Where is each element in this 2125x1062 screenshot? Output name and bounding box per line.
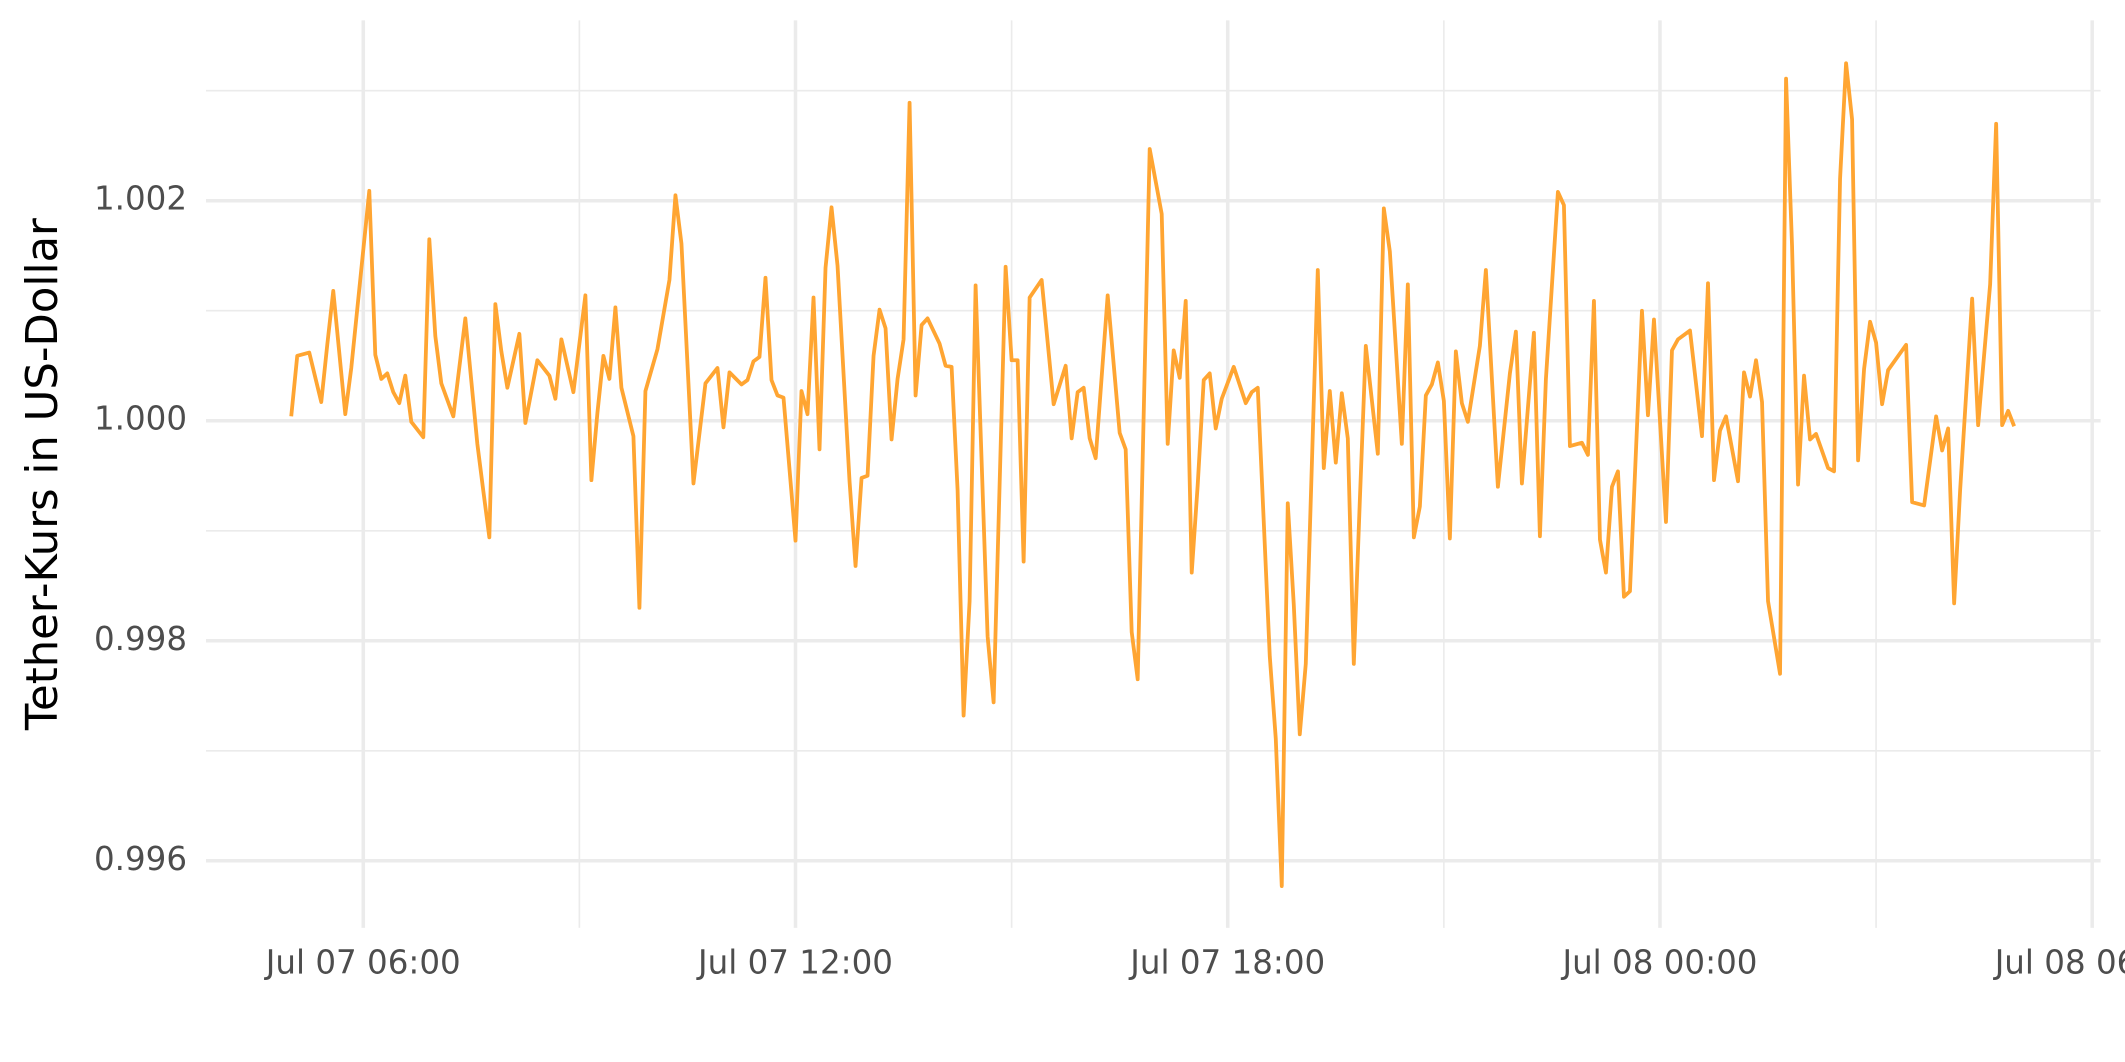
x-tick-label: Jul 07 12:00 bbox=[696, 943, 893, 981]
x-tick-label: Jul 08 00:00 bbox=[1561, 943, 1758, 981]
y-axis-title: Tether-Kurs in US-Dollar bbox=[18, 218, 68, 731]
y-tick-label: 1.000 bbox=[94, 400, 187, 438]
price-line bbox=[289, 61, 2016, 888]
y-tick-label: 0.998 bbox=[94, 620, 187, 658]
y-tick-label: 1.002 bbox=[94, 180, 187, 218]
x-tick-label: Jul 08 06:00 bbox=[1993, 943, 2125, 981]
x-tick-label: Jul 07 06:00 bbox=[264, 943, 461, 981]
y-tick-label: 0.996 bbox=[94, 840, 187, 878]
x-tick-label: Jul 07 18:00 bbox=[1128, 943, 1325, 981]
